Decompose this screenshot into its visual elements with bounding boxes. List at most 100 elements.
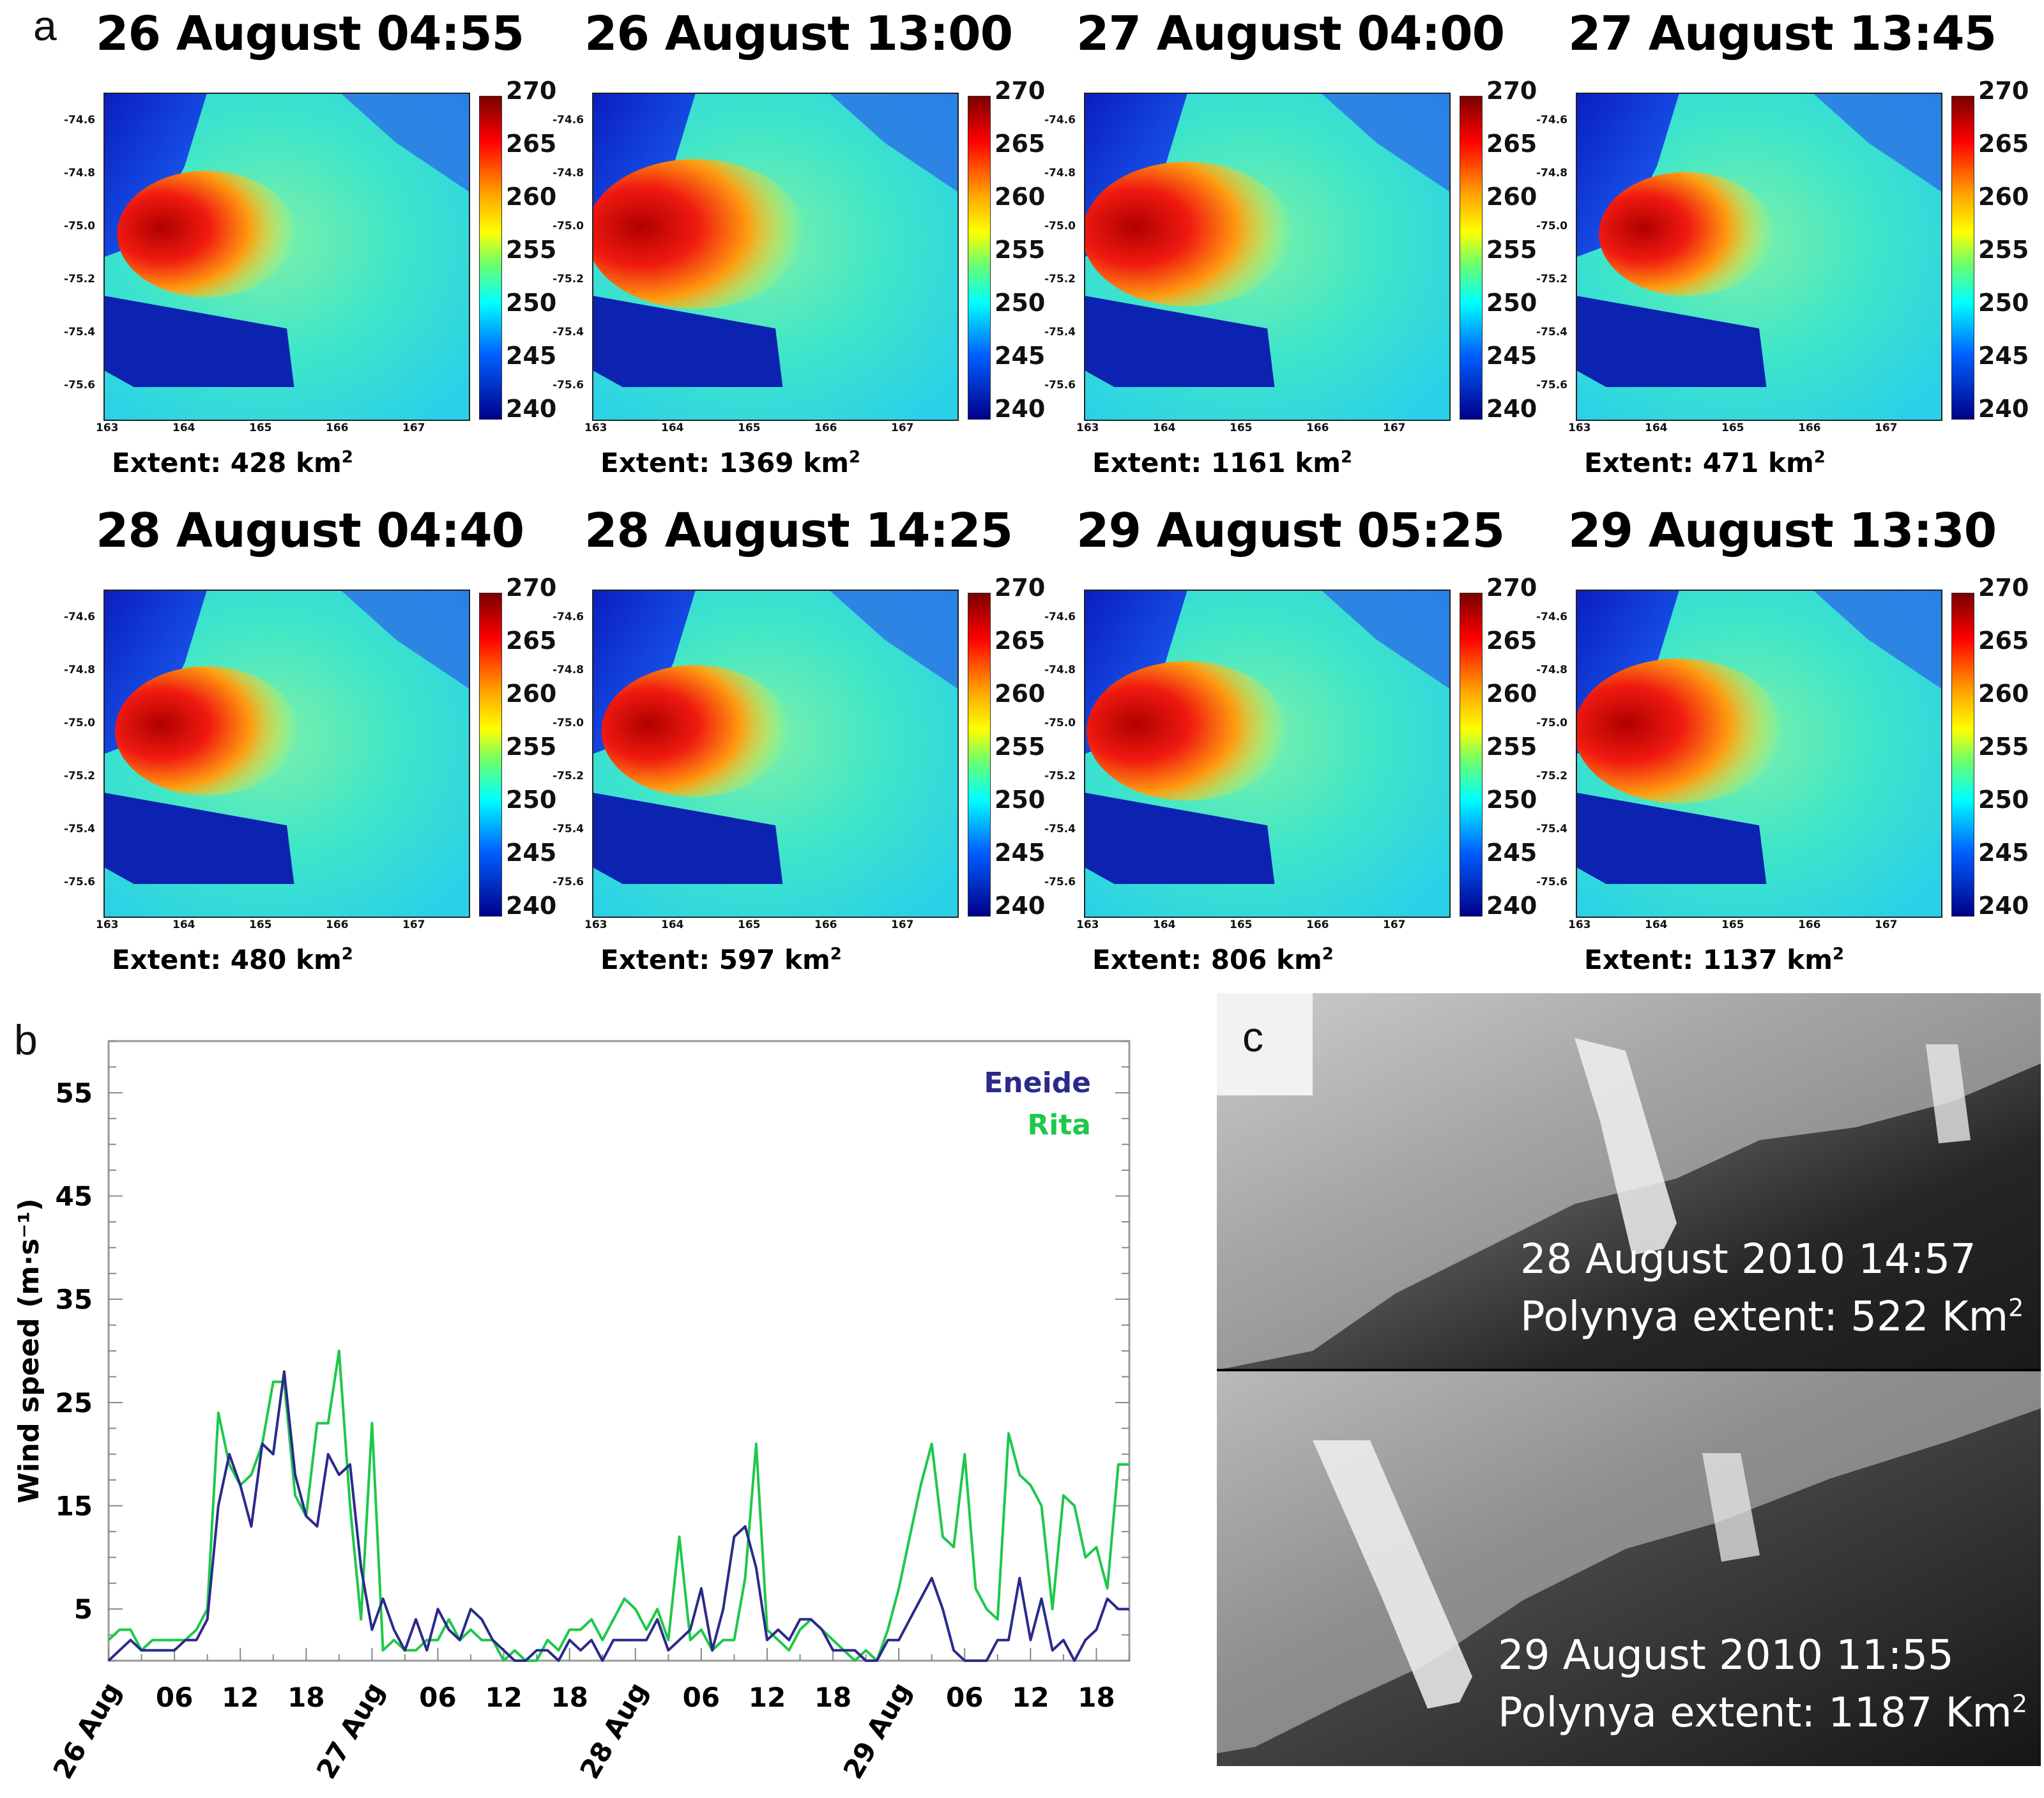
lon-tick-label: 164 (1153, 918, 1176, 931)
colorbar-tick-label: 245 (995, 342, 1046, 370)
colorbar (479, 593, 502, 917)
top-extent-label: Polynya extent: 522 Km2 (1520, 1293, 2024, 1341)
lon-tick-label: 166 (326, 422, 349, 434)
legend-entry-eneide: Eneide (984, 1067, 1091, 1099)
lat-tick-label: -74.8 (553, 664, 584, 676)
map-title: 26 August 04:55 (96, 6, 524, 61)
map-title: 29 August 05:25 (1076, 503, 1505, 558)
colorbar-tick-label: 250 (1978, 786, 2029, 814)
lon-tick-label: 166 (1798, 422, 1821, 434)
lon-tick-label: 167 (402, 422, 425, 434)
colorbar-tick-label: 255 (1978, 236, 2029, 264)
colorbar-tick-label: 250 (1978, 289, 2029, 317)
colorbar (968, 593, 991, 917)
colorbar-tick-label: 260 (1978, 183, 2029, 211)
lon-tick-label: 163 (96, 918, 119, 931)
panel-c-label-box (1217, 993, 1313, 1095)
lat-tick-label: -75.0 (1536, 717, 1567, 729)
y-tick-label: 45 (56, 1181, 93, 1212)
lat-tick-label: -74.6 (64, 611, 95, 623)
colorbar-tick-label: 260 (995, 680, 1046, 708)
extent-label: Extent: 806 km2 (1092, 944, 1334, 975)
x-hour-label: 18 (551, 1682, 588, 1713)
lat-tick-label: -75.0 (1536, 220, 1567, 232)
colorbar-tick-label: 265 (1486, 627, 1537, 655)
colorbar-tick-label: 265 (506, 627, 557, 655)
colorbar-tick-label: 250 (995, 786, 1046, 814)
colorbar-tick-label: 260 (506, 183, 557, 211)
glacier-tongue-top (1575, 1038, 1677, 1255)
x-hour-label: 12 (485, 1682, 522, 1713)
lon-tick-label: 164 (1645, 422, 1668, 434)
colorbar-tick-label: 260 (1486, 680, 1537, 708)
colorbar-tick-label: 240 (506, 892, 557, 920)
lat-tick-label: -75.6 (1536, 876, 1567, 888)
colorbar-tick-label: 250 (1486, 289, 1537, 317)
extent-label: Extent: 428 km2 (112, 447, 353, 478)
lon-tick-label: 166 (1306, 422, 1329, 434)
lat-tick-label: -75.0 (553, 220, 584, 232)
x-date-label: 26 Aug (47, 1677, 126, 1785)
lat-tick-label: -75.4 (64, 823, 95, 835)
colorbar-tick-label: 270 (506, 574, 557, 602)
lon-tick-label: 163 (584, 918, 607, 931)
lon-tick-label: 165 (1230, 422, 1253, 434)
map-title: 27 August 13:45 (1568, 6, 1997, 61)
lat-tick-label: -74.8 (553, 167, 584, 179)
extent-label: Extent: 1137 km2 (1584, 944, 1845, 975)
colorbar-tick-label: 240 (1978, 892, 2029, 920)
x-hour-label: 12 (1012, 1682, 1049, 1713)
colorbar (479, 96, 502, 420)
colorbar-tick-label: 255 (506, 236, 557, 264)
lat-tick-label: -74.8 (64, 167, 95, 179)
colorbar-tick-label: 265 (1978, 627, 2029, 655)
x-hour-label: 18 (814, 1682, 851, 1713)
lat-tick-label: -75.0 (64, 717, 95, 729)
colorbar-tick-label: 255 (995, 236, 1046, 264)
series-line-eneide (107, 1370, 1129, 1662)
extent-label: Extent: 471 km2 (1584, 447, 1826, 478)
x-hour-label: 06 (683, 1682, 720, 1713)
top-date-label: 28 August 2010 14:57 (1520, 1236, 1976, 1283)
lat-tick-label: -75.4 (553, 326, 584, 339)
colorbar-tick-label: 245 (995, 839, 1046, 867)
lon-tick-label: 165 (738, 422, 761, 434)
lat-tick-label: -75.6 (553, 379, 584, 392)
colorbar-tick-label: 245 (506, 839, 557, 867)
lon-tick-label: 167 (1383, 422, 1406, 434)
lat-tick-label: -75.2 (1536, 770, 1567, 782)
x-hour-label: 12 (749, 1682, 786, 1713)
colorbar (1951, 96, 1974, 420)
colorbar-tick-label: 245 (1978, 342, 2029, 370)
colorbar-tick-label: 240 (506, 395, 557, 423)
colorbar-tick-label: 245 (506, 342, 557, 370)
extent-label: Extent: 480 km2 (112, 944, 353, 975)
colorbar-tick-label: 270 (1978, 574, 2029, 602)
colorbar-tick-label: 270 (995, 574, 1046, 602)
x-hour-label: 18 (1078, 1682, 1115, 1713)
lon-tick-label: 164 (1645, 918, 1668, 931)
lon-tick-label: 165 (1721, 918, 1744, 931)
plot-frame (107, 1040, 1131, 1662)
bottom-date-label: 29 August 2010 11:55 (1498, 1632, 1954, 1679)
lon-tick-label: 163 (96, 422, 119, 434)
panel-a-letter: a (33, 2, 57, 49)
x-hour-label: 06 (156, 1682, 193, 1713)
lat-tick-label: -75.4 (1044, 823, 1076, 835)
colorbar-tick-label: 240 (995, 395, 1046, 423)
colorbar-tick-label: 265 (1978, 130, 2029, 158)
colorbar-tick-label: 260 (1978, 680, 2029, 708)
colorbar-tick-label: 260 (995, 183, 1046, 211)
lon-tick-label: 164 (661, 918, 684, 931)
colorbar-tick-label: 240 (1486, 892, 1537, 920)
lat-tick-label: -74.8 (1536, 664, 1567, 676)
thermal-map (592, 590, 959, 918)
y-tick-label: 5 (74, 1594, 93, 1625)
y-tick-label: 35 (56, 1284, 93, 1315)
lon-tick-label: 163 (1568, 422, 1591, 434)
glacier-tongue-bottom (1313, 1440, 1472, 1709)
colorbar-tick-label: 250 (1486, 786, 1537, 814)
lon-tick-label: 167 (1383, 918, 1406, 931)
series-line-rita (107, 1350, 1129, 1662)
y-axis-label: Wind speed (m·s⁻¹) (13, 1198, 45, 1503)
